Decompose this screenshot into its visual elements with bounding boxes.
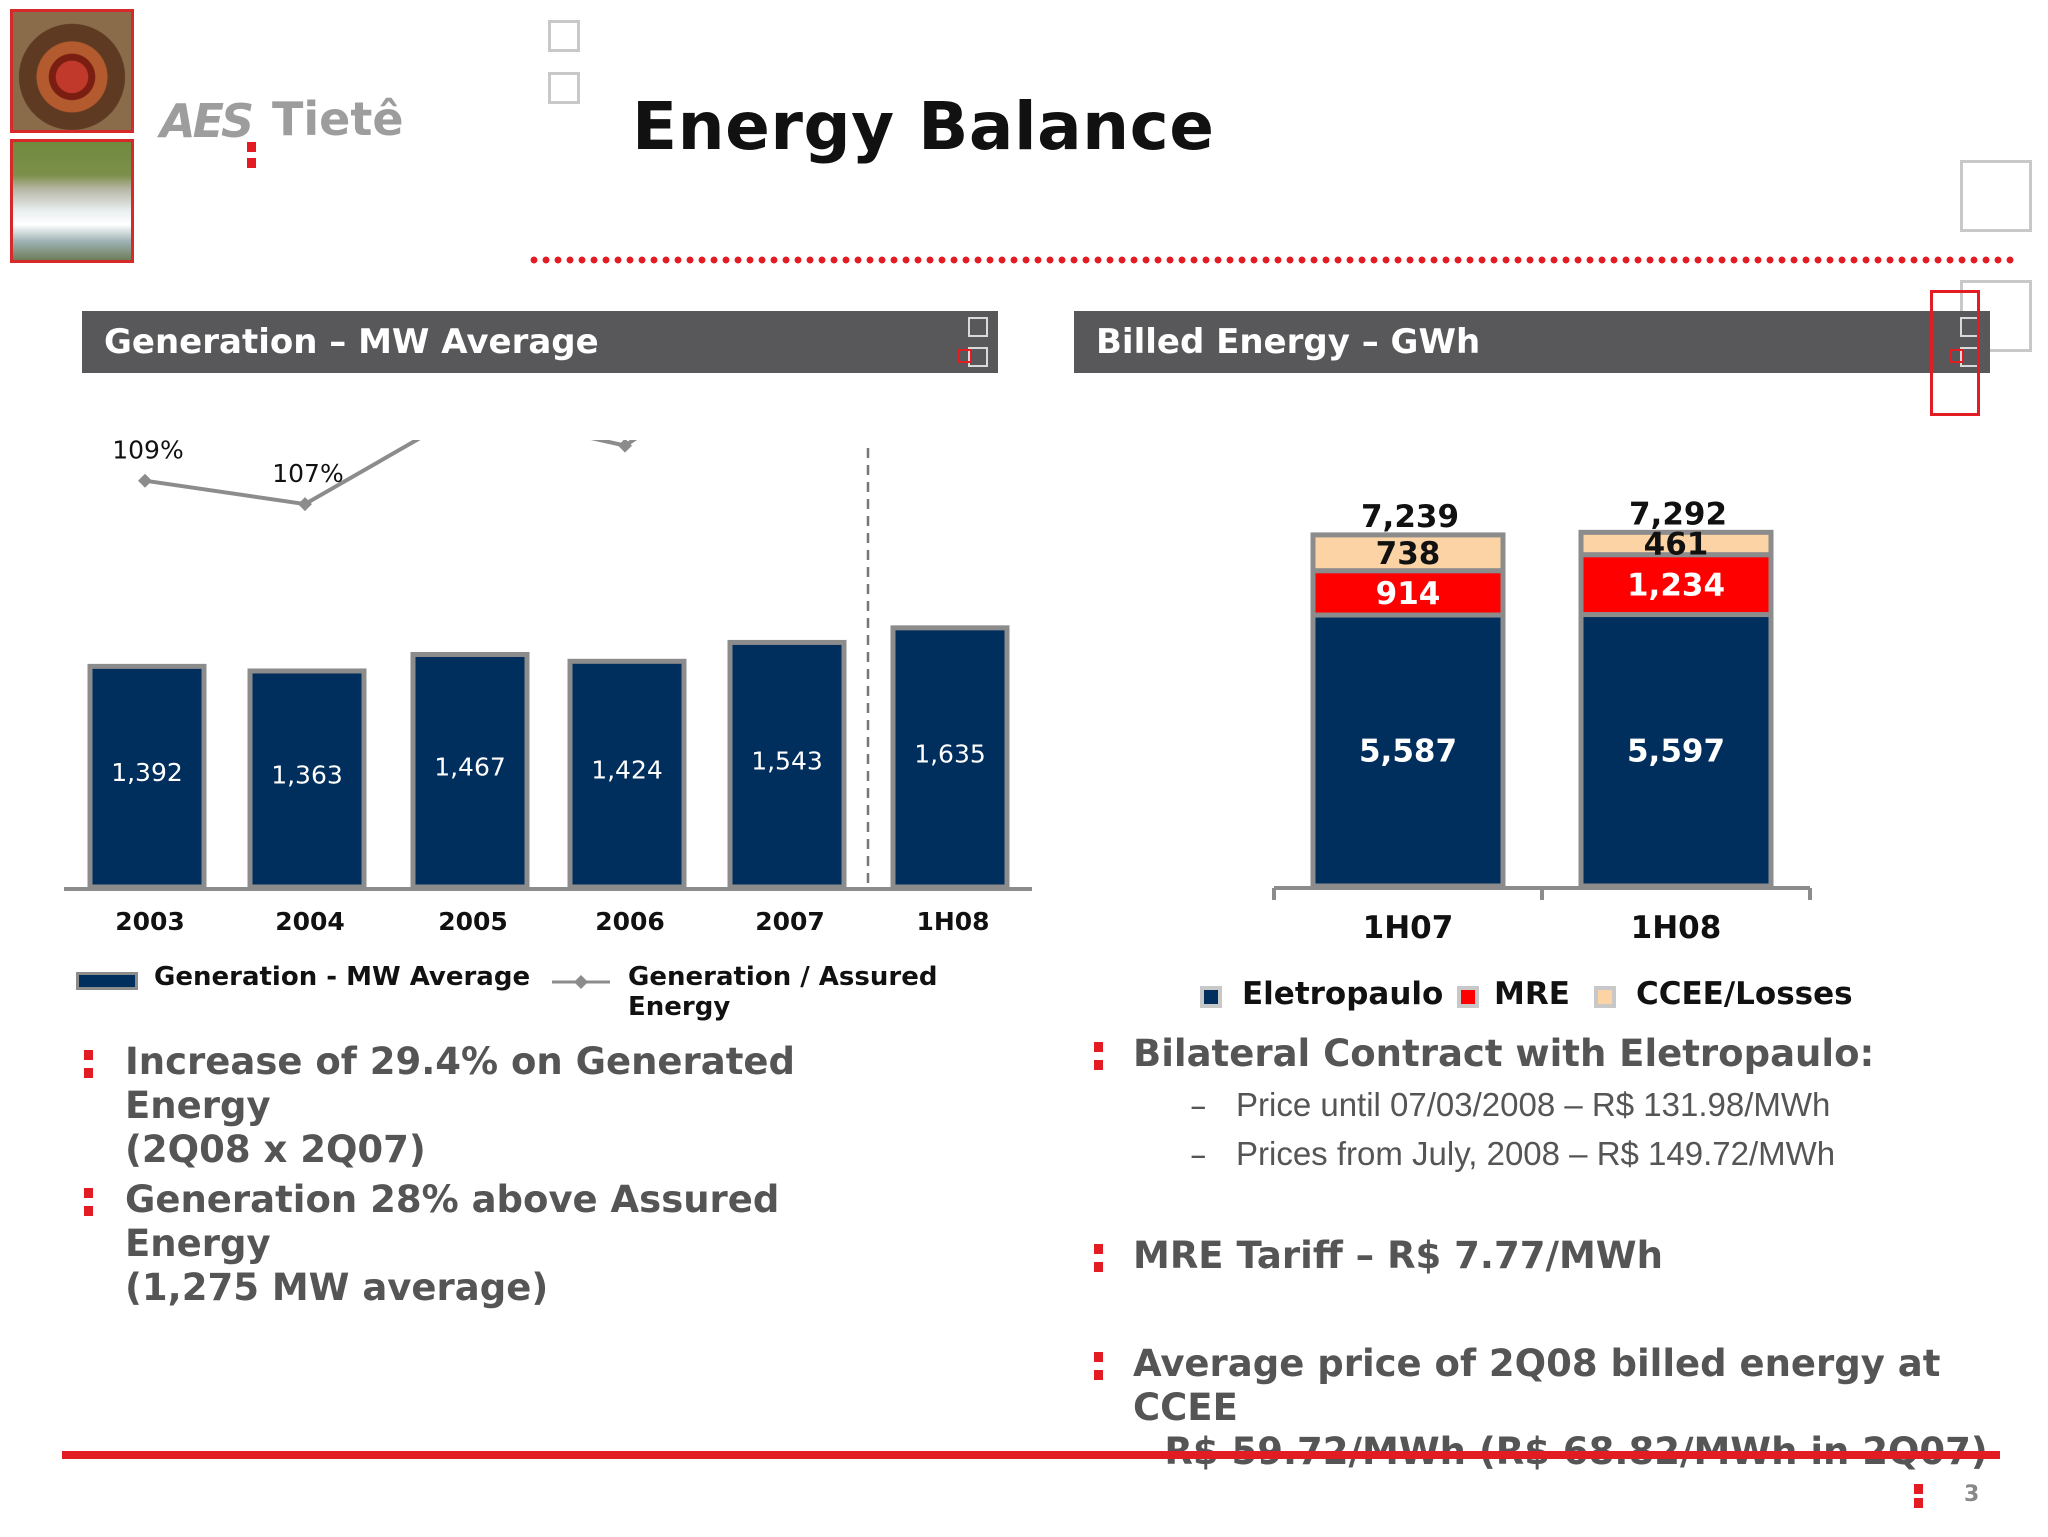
bar-value-label: 1,363	[271, 760, 343, 789]
bullet-marker	[1094, 1042, 1103, 1070]
ratio-point	[138, 473, 152, 488]
billed-energy-chart: 5,587 914 738 5,597 1,234 461 7,239 7,292 1H07…	[1272, 496, 1812, 946]
segment-value-label: 5,587	[1359, 734, 1457, 770]
x-tick-label: 2005	[438, 907, 508, 936]
deco-square	[548, 20, 580, 52]
generation-legend: Generation - MW Average Generation / Ass…	[76, 962, 1016, 1022]
bar-value-label: 1,392	[111, 758, 183, 787]
sub-bullet-dash: –	[1190, 1135, 1207, 1174]
legend-swatch-ccee	[1594, 986, 1616, 1008]
mre-segment	[1310, 568, 1506, 618]
deco-square	[968, 347, 988, 367]
x-tick-label: 1H08	[916, 907, 989, 936]
bullet-marker	[84, 1050, 93, 1078]
x-tick-label: 2004	[275, 907, 345, 936]
legend-label-ccee: CCEE/Losses	[1636, 976, 1853, 1012]
sub-bullet-dash: –	[1190, 1086, 1207, 1125]
legend-label-mre: MRE	[1494, 976, 1570, 1012]
legend-line-label: Generation / Assured Energy	[628, 962, 938, 1022]
ccee-segment	[1578, 529, 1774, 558]
bar-value-label: 1,424	[591, 756, 663, 785]
bar-value-label: 1,635	[914, 740, 986, 769]
generation-chart: 1,392 1,363 1,467 1,424 1,543 1,635 109% 107% 1…	[64, 440, 1032, 936]
footer-rule	[62, 1451, 2000, 1459]
generation-panel-title: Generation – MW Average	[104, 322, 599, 362]
x-tick-label: 2003	[115, 907, 185, 936]
ratio-label: 109%	[112, 440, 183, 465]
sub-bullet-price-until: Price until 07/03/2008 – R$ 131.98/MWh	[1236, 1086, 1831, 1123]
ratio-point	[298, 497, 312, 512]
dam-photo	[10, 139, 134, 263]
segment-value-label: 5,597	[1627, 733, 1725, 769]
page-number: 3	[1964, 1482, 1980, 1507]
sub-bullet-prices-from: Prices from July, 2008 – R$ 149.72/MWh	[1236, 1135, 1836, 1172]
stack-total-label: 7,239	[1361, 499, 1459, 535]
generation-panel-header: Generation – MW Average	[82, 311, 998, 373]
dotted-divider	[528, 256, 2016, 264]
generation-bar	[567, 658, 687, 890]
segment-value-label: 461	[1644, 527, 1709, 563]
bar-value-label: 1,467	[434, 752, 506, 781]
generation-bar	[87, 663, 207, 890]
deco-square	[958, 349, 972, 363]
bullet-generated-increase: Increase of 29.4% on Generated Energy (2…	[125, 1040, 796, 1171]
ratio-line	[144, 440, 638, 507]
segment-value-label: 914	[1376, 576, 1441, 612]
bullet-marker	[1094, 1352, 1103, 1380]
legend-swatch-eletropaulo	[1200, 986, 1222, 1008]
generation-bar	[410, 651, 530, 890]
segment-value-label: 1,234	[1627, 568, 1725, 604]
generation-bar	[247, 668, 367, 890]
deco-square	[968, 317, 988, 337]
x-tick-label: 2006	[595, 907, 665, 936]
billed-panel-header: Billed Energy – GWh	[1074, 311, 1990, 373]
deco-square	[1960, 160, 2032, 232]
aes-logo-mark: AES	[160, 94, 254, 148]
bullet-marker	[84, 1188, 93, 1216]
bar-value-label: 1,543	[751, 747, 823, 776]
turbine-photo	[10, 9, 134, 133]
generation-bar	[727, 639, 847, 890]
legend-label-eletropaulo: Eletropaulo	[1242, 976, 1444, 1012]
generation-bar	[890, 625, 1010, 890]
mre-segment	[1578, 552, 1774, 618]
ccee-segment	[1310, 532, 1506, 574]
segment-value-label: 738	[1376, 536, 1441, 572]
deco-square	[1950, 349, 1964, 363]
red-outline-square	[1930, 290, 1980, 416]
ratio-point	[618, 440, 632, 453]
bullet-marker	[1094, 1244, 1103, 1272]
x-tick-label: 1H08	[1631, 910, 1722, 946]
company-logo: AES Tietê	[160, 90, 410, 170]
page-title: Energy Balance	[632, 88, 1215, 165]
billed-panel-title: Billed Energy – GWh	[1096, 322, 1481, 362]
bullet-bilateral-contract: Bilateral Contract with Eletropaulo:	[1133, 1032, 1875, 1075]
bullet-mre-tariff: MRE Tariff – R$ 7.77/MWh	[1133, 1234, 1663, 1277]
legend-bar-swatch	[76, 972, 138, 990]
deco-square	[548, 72, 580, 104]
billed-legend: Eletropaulo MRE CCEE/Losses	[1200, 976, 1880, 1016]
stack-total-label: 7,292	[1629, 496, 1727, 532]
legend-line-swatch	[552, 975, 610, 989]
footer-marker	[1914, 1484, 1923, 1508]
logo-colon-mark	[247, 142, 256, 168]
ratio-label: 107%	[272, 459, 343, 488]
x-tick-label: 1H07	[1363, 910, 1454, 946]
legend-swatch-mre	[1457, 986, 1479, 1008]
bullet-assured-energy: Generation 28% above Assured Energy (1,2…	[125, 1178, 780, 1309]
logo-text: Tietê	[272, 92, 404, 146]
legend-bar-label: Generation - MW Average	[154, 962, 531, 992]
x-tick-label: 2007	[755, 907, 825, 936]
